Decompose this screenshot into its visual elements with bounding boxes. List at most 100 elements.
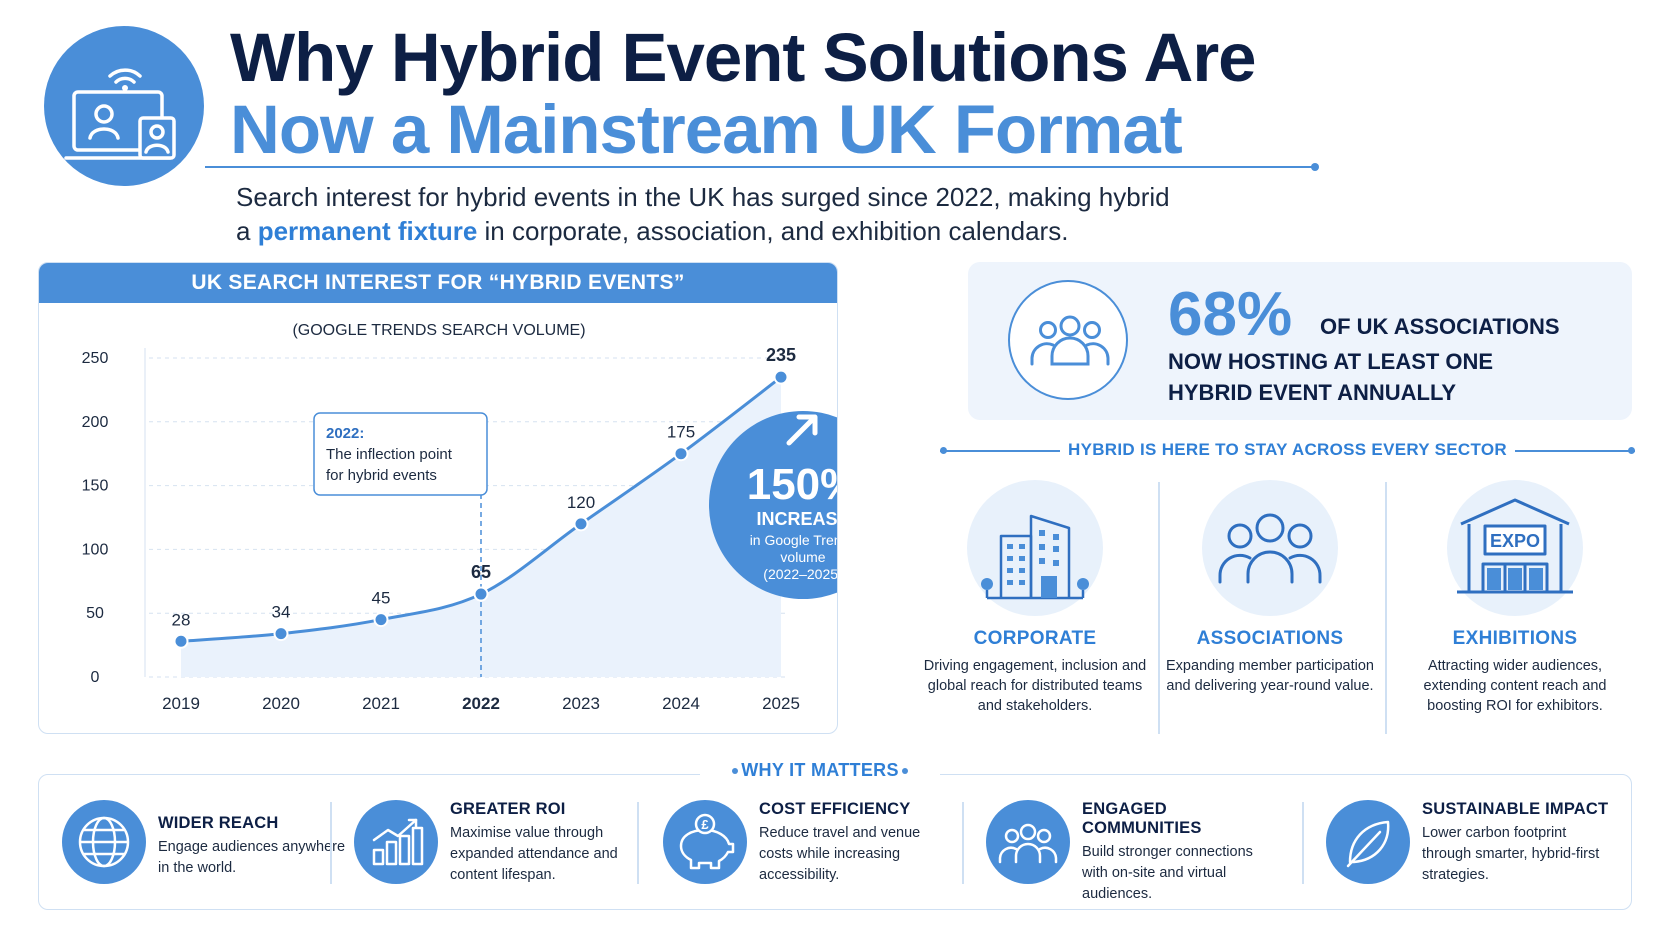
chart-title: UK SEARCH INTEREST FOR “HYBRID EVENTS”	[39, 263, 837, 303]
stat-text-line-2: NOW HOSTING AT LEAST ONE	[1168, 349, 1494, 374]
data-point	[273, 626, 289, 642]
benefit-text: WIDER REACH Engage audiences anywhere in…	[158, 814, 348, 879]
subtitle-line-2-start: a	[236, 216, 258, 246]
heading-line-left	[940, 450, 1060, 452]
benefit-text: ENGAGED COMMUNITIES Build stronger conne…	[1082, 800, 1272, 905]
benefit-description: Lower carbon footprint through smarter, …	[1422, 825, 1600, 883]
sector-exhibitions: EXPO EXHIBITIONS Attracting wider audien…	[1400, 480, 1630, 716]
people-group-icon	[1008, 280, 1128, 400]
data-label: 175	[667, 423, 695, 442]
stat-text-line-3: HYBRID EVENT ANNUALLY	[1168, 380, 1457, 405]
sector-description: Expanding member participation and deliv…	[1166, 658, 1374, 694]
x-tick-label: 2021	[362, 694, 400, 713]
sector-description: Driving engagement, inclusion and global…	[923, 658, 1147, 714]
growth-chart-icon	[354, 800, 438, 884]
annotation-line: The inflection point	[326, 446, 453, 463]
annotation-line: for hybrid events	[326, 467, 437, 484]
heading-dot	[902, 768, 908, 774]
data-label: 34	[272, 603, 291, 622]
x-tick-label: 2025	[762, 694, 800, 713]
annotation-box	[313, 412, 488, 496]
stat-text-lines: NOW HOSTING AT LEAST ONE HYBRID EVENT AN…	[1168, 346, 1608, 408]
benefit-title: COST EFFICIENCY	[759, 800, 911, 818]
y-tick-label: 150	[82, 478, 109, 495]
benefit-title: SUSTAINABLE IMPACT	[1422, 800, 1609, 818]
x-tick-label: 2024	[662, 694, 700, 713]
heading-line-right	[1515, 450, 1635, 452]
benefit-title: GREATER ROI	[450, 800, 566, 818]
data-label: 45	[372, 589, 391, 608]
stat-value: 68%	[1168, 280, 1293, 349]
benefit-divider	[962, 802, 964, 884]
benefit-description: Maximise value through expanded attendan…	[450, 825, 618, 883]
increase-badge	[709, 411, 837, 599]
subtitle-line-1: Search interest for hybrid events in the…	[236, 182, 1170, 212]
y-tick-label: 0	[91, 669, 100, 686]
chart-subtitle: (GOOGLE TRENDS SEARCH VOLUME)	[292, 322, 585, 339]
data-label: 120	[567, 493, 595, 512]
office-building-icon	[967, 480, 1103, 616]
area-fill	[181, 377, 781, 677]
expo-sign-text: EXPO	[1490, 531, 1540, 551]
heading-dot	[732, 768, 738, 774]
sectors-heading: HYBRID IS HERE TO STAY ACROSS EVERY SECT…	[940, 437, 1635, 463]
page-title: Why Hybrid Event Solutions Are Now a Mai…	[230, 22, 1257, 168]
search-interest-chart-panel: UK SEARCH INTEREST FOR “HYBRID EVENTS” (…	[38, 262, 838, 734]
benefit-title: WIDER REACH	[158, 814, 279, 832]
arrow-up-right-icon	[786, 414, 818, 446]
sector-name: EXHIBITIONS	[1452, 628, 1578, 649]
sector-description: Attracting wider audiences, extending co…	[1423, 658, 1607, 714]
benefit-text: GREATER ROI Maximise value through expan…	[450, 800, 640, 886]
page-subtitle: Search interest for hybrid events in the…	[236, 180, 1170, 248]
why-heading-text: WHY IT MATTERS	[741, 760, 899, 780]
x-tick-label: 2022	[462, 694, 500, 713]
leaf-icon	[1326, 800, 1410, 884]
annotation-heading: 2022:	[326, 425, 364, 442]
badge-label: INCREASE	[756, 509, 838, 529]
subtitle-line-2: a permanent fixture in corporate, associ…	[236, 214, 1170, 248]
piggy-bank-icon: £	[663, 800, 747, 884]
data-point	[373, 612, 389, 628]
heading-dot	[1628, 447, 1635, 454]
expo-hall-icon: EXPO	[1447, 480, 1583, 616]
why-it-matters-heading: WHY IT MATTERS	[700, 760, 940, 781]
data-point	[773, 369, 789, 385]
subtitle-line-2-end: in corporate, association, and exhibitio…	[477, 216, 1069, 246]
benefit-description: Engage audiences anywhere in the world.	[158, 839, 346, 876]
people-group-icon	[1202, 480, 1338, 616]
pound-symbol: £	[701, 817, 709, 832]
sector-divider	[1385, 482, 1387, 734]
data-label: 28	[172, 610, 191, 629]
data-point	[573, 516, 589, 532]
x-tick-label: 2019	[162, 694, 200, 713]
search-interest-chart: (GOOGLE TRENDS SEARCH VOLUME) 0 50 100 150 20…	[82, 322, 838, 713]
badge-value: 150%	[747, 460, 838, 509]
y-tick-label: 100	[82, 541, 109, 558]
y-tick-label: 250	[82, 350, 109, 367]
x-tick-label: 2023	[562, 694, 600, 713]
data-point	[673, 446, 689, 462]
badge-text: (2022–2025)	[763, 566, 838, 582]
globe-icon	[62, 800, 146, 884]
sector-divider	[1158, 482, 1160, 734]
data-label: 65	[471, 562, 491, 582]
title-line-2: Now a Mainstream UK Format	[230, 91, 1183, 168]
sector-name: CORPORATE	[973, 628, 1097, 649]
y-tick-label: 50	[86, 605, 104, 622]
benefit-description: Build stronger connections with on-site …	[1082, 844, 1253, 902]
sectors-heading-text: HYBRID IS HERE TO STAY ACROSS EVERY SECT…	[1068, 440, 1507, 459]
associations-stat-card: 68% OF UK ASSOCIATIONS NOW HOSTING AT LE…	[968, 262, 1632, 420]
sector-corporate: CORPORATE Driving engagement, inclusion …	[920, 480, 1150, 716]
community-icon	[986, 800, 1070, 884]
stat-text-line-1: OF UK ASSOCIATIONS	[1320, 314, 1560, 339]
subtitle-highlight: permanent fixture	[257, 216, 478, 246]
benefit-divider	[1302, 802, 1304, 884]
badge-text: volume	[780, 549, 825, 565]
title-divider	[205, 163, 1319, 171]
data-point	[173, 633, 189, 649]
hybrid-event-laptop-icon	[44, 26, 204, 186]
benefit-text: SUSTAINABLE IMPACT Lower carbon footprin…	[1422, 800, 1612, 886]
y-tick-label: 200	[82, 414, 109, 431]
data-label: 235	[766, 345, 796, 365]
benefit-description: Reduce travel and venue costs while incr…	[759, 825, 921, 883]
